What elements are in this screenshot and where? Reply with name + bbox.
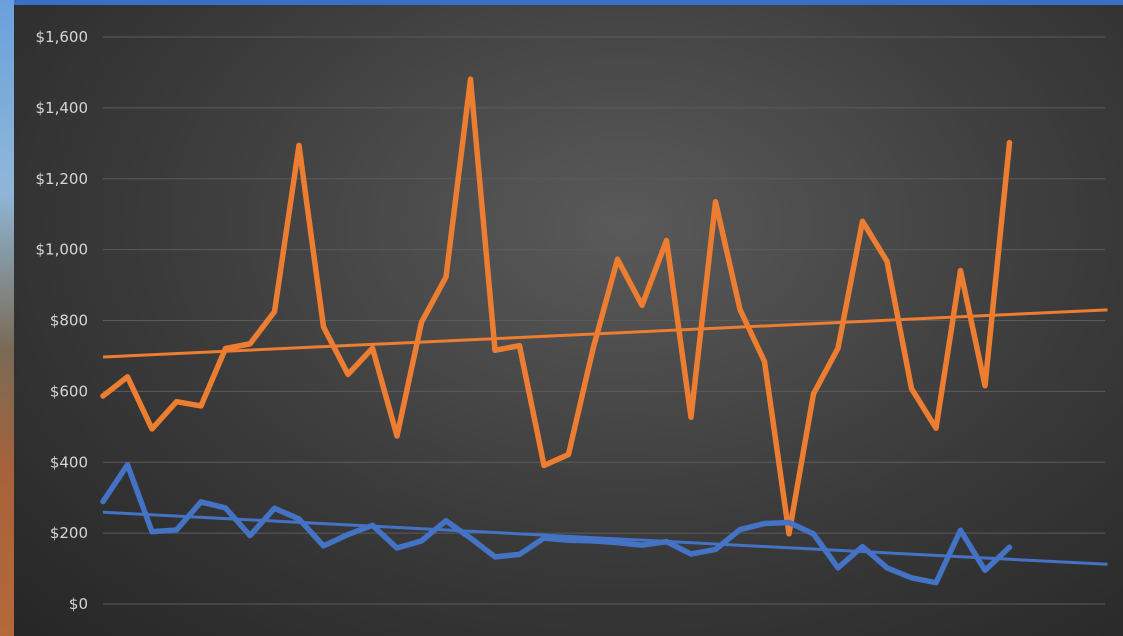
background-photo — [0, 0, 14, 636]
series-line-2 — [100, 461, 1013, 586]
y-axis-tick-labels: $0 $200 $400 $600 $800 $1,000 $1,200 $1,400 $1,6… — [36, 28, 89, 613]
gridlines — [103, 36, 1105, 605]
y-tick-label: $200 — [50, 524, 88, 542]
y-tick-label: $0 — [69, 595, 88, 613]
series-lines — [100, 76, 1013, 586]
series-line-1 — [100, 76, 1013, 537]
y-tick-label: $400 — [50, 453, 88, 471]
trendlines — [102, 308, 1108, 566]
y-tick-label: $1,000 — [36, 241, 89, 259]
y-tick-label: $600 — [50, 382, 88, 400]
trendline-1 — [102, 308, 1108, 359]
y-tick-label: $1,600 — [36, 28, 89, 46]
y-tick-label: $1,200 — [36, 170, 89, 188]
y-tick-label: $1,400 — [36, 99, 89, 117]
y-tick-label: $800 — [50, 312, 88, 330]
trendline-2 — [102, 510, 1108, 566]
